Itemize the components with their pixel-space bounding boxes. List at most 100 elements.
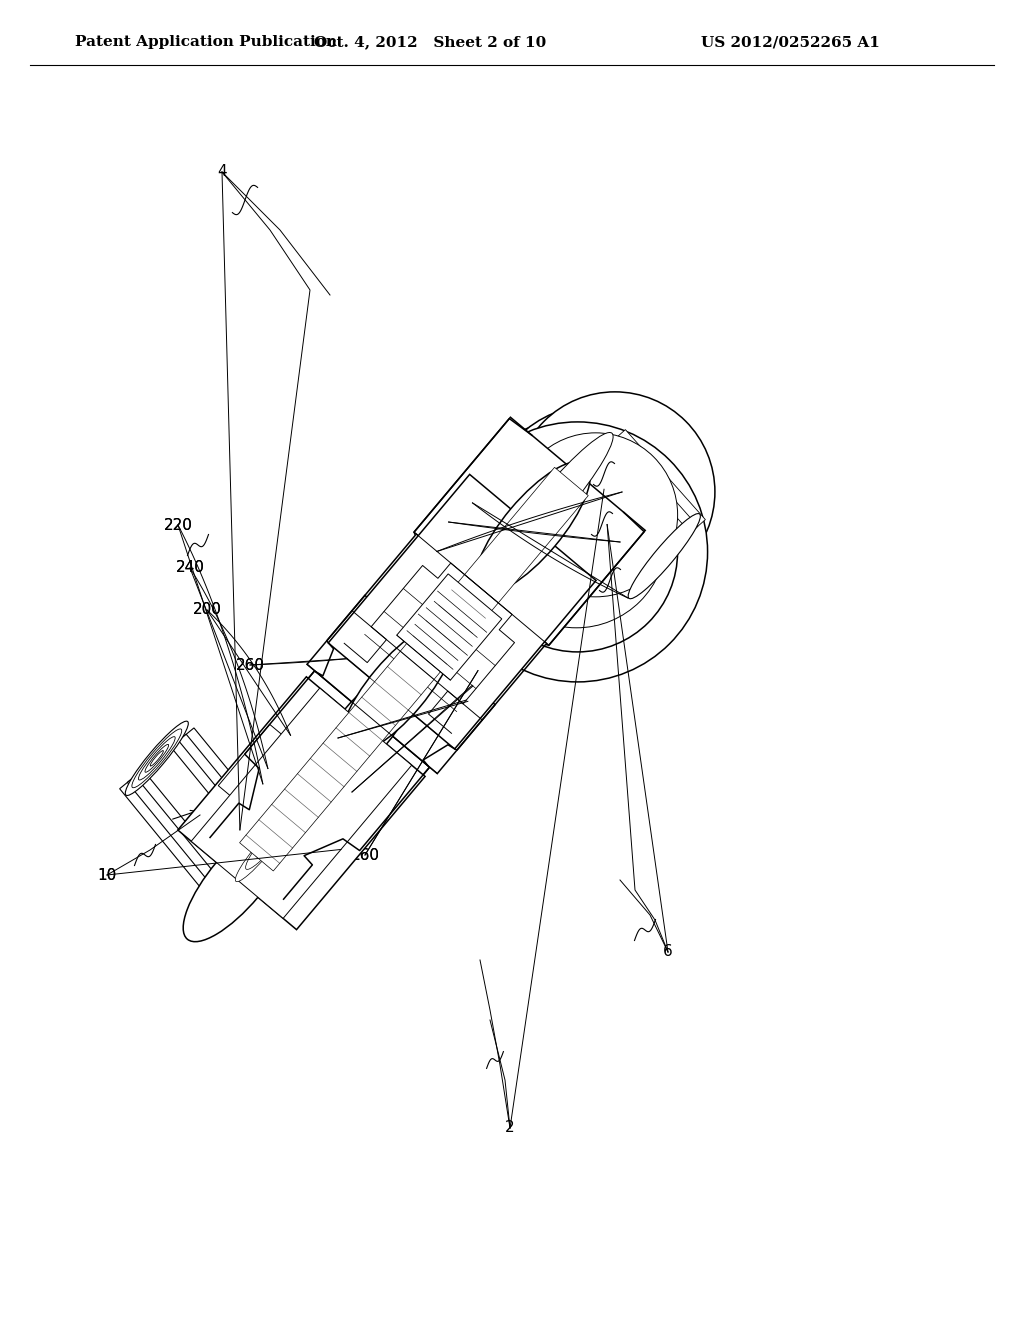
- Text: 400: 400: [613, 590, 642, 606]
- Polygon shape: [127, 734, 276, 892]
- Ellipse shape: [447, 422, 708, 682]
- Polygon shape: [573, 457, 676, 566]
- Text: 240: 240: [175, 561, 205, 576]
- Ellipse shape: [311, 665, 420, 788]
- Text: 100: 100: [324, 730, 352, 746]
- Ellipse shape: [477, 451, 678, 652]
- Polygon shape: [191, 688, 412, 919]
- Ellipse shape: [183, 818, 291, 941]
- Text: 400: 400: [613, 590, 642, 606]
- Polygon shape: [414, 417, 645, 645]
- Ellipse shape: [132, 729, 181, 788]
- Ellipse shape: [486, 447, 667, 628]
- Ellipse shape: [424, 520, 540, 657]
- Ellipse shape: [198, 810, 296, 927]
- Text: 404: 404: [605, 535, 635, 549]
- Ellipse shape: [340, 623, 456, 754]
- Text: 4: 4: [217, 165, 226, 180]
- Polygon shape: [551, 436, 698, 586]
- Text: 2: 2: [505, 1121, 515, 1135]
- Text: FIG. 2: FIG. 2: [593, 421, 647, 440]
- Text: 160: 160: [350, 847, 380, 862]
- Ellipse shape: [276, 768, 332, 833]
- Ellipse shape: [485, 405, 706, 624]
- Polygon shape: [143, 747, 261, 879]
- Polygon shape: [189, 671, 430, 916]
- Ellipse shape: [498, 433, 613, 569]
- Text: 160: 160: [350, 847, 380, 862]
- Polygon shape: [120, 727, 284, 899]
- Text: 260: 260: [236, 657, 264, 672]
- Ellipse shape: [462, 475, 578, 611]
- Ellipse shape: [433, 510, 549, 645]
- Ellipse shape: [411, 609, 465, 673]
- Ellipse shape: [328, 706, 383, 771]
- Ellipse shape: [431, 583, 485, 649]
- Text: 140: 140: [338, 784, 367, 800]
- Polygon shape: [558, 444, 690, 579]
- Polygon shape: [218, 725, 285, 799]
- Polygon shape: [240, 467, 588, 871]
- Polygon shape: [356, 537, 543, 717]
- Text: 6: 6: [664, 945, 673, 960]
- Text: 500: 500: [607, 484, 637, 499]
- Polygon shape: [178, 677, 425, 929]
- Ellipse shape: [389, 632, 444, 698]
- Polygon shape: [135, 741, 268, 886]
- Ellipse shape: [466, 471, 581, 607]
- Ellipse shape: [358, 669, 414, 735]
- Text: 260: 260: [236, 657, 264, 672]
- Text: 140: 140: [338, 784, 367, 800]
- Polygon shape: [543, 429, 706, 593]
- Ellipse shape: [151, 751, 164, 766]
- Ellipse shape: [515, 392, 715, 591]
- Ellipse shape: [348, 682, 403, 747]
- Text: Patent Application Publication: Patent Application Publication: [75, 36, 337, 49]
- Text: 220: 220: [164, 517, 193, 532]
- Ellipse shape: [246, 804, 301, 870]
- Text: 200: 200: [193, 602, 221, 618]
- Polygon shape: [329, 474, 596, 748]
- Ellipse shape: [506, 434, 611, 558]
- Text: 220: 220: [164, 517, 193, 532]
- Ellipse shape: [125, 721, 188, 796]
- Ellipse shape: [266, 780, 322, 845]
- Ellipse shape: [457, 418, 696, 657]
- Text: 240: 240: [175, 561, 205, 576]
- Ellipse shape: [421, 597, 475, 661]
- Ellipse shape: [236, 817, 291, 882]
- Ellipse shape: [338, 694, 393, 759]
- Ellipse shape: [379, 645, 434, 710]
- Ellipse shape: [369, 657, 424, 722]
- Ellipse shape: [287, 755, 342, 821]
- Text: US 2012/0252265 A1: US 2012/0252265 A1: [700, 36, 880, 49]
- Polygon shape: [205, 752, 356, 904]
- Ellipse shape: [481, 451, 597, 587]
- Text: 500: 500: [607, 484, 637, 499]
- Text: 100: 100: [324, 730, 352, 746]
- Text: 10: 10: [97, 867, 117, 883]
- Ellipse shape: [514, 433, 678, 597]
- Ellipse shape: [483, 454, 595, 586]
- Ellipse shape: [256, 792, 311, 857]
- Text: Oct. 4, 2012   Sheet 2 of 10: Oct. 4, 2012 Sheet 2 of 10: [314, 36, 546, 49]
- Text: 10: 10: [97, 867, 117, 883]
- Ellipse shape: [138, 737, 175, 780]
- Polygon shape: [396, 574, 502, 680]
- Ellipse shape: [503, 477, 652, 627]
- Ellipse shape: [475, 462, 590, 593]
- Text: 404: 404: [605, 535, 635, 549]
- Ellipse shape: [317, 718, 373, 784]
- Ellipse shape: [399, 620, 455, 685]
- Ellipse shape: [441, 572, 497, 636]
- Ellipse shape: [450, 490, 565, 626]
- Polygon shape: [307, 595, 496, 774]
- Ellipse shape: [452, 560, 507, 624]
- Ellipse shape: [307, 731, 362, 796]
- Polygon shape: [565, 450, 683, 573]
- Ellipse shape: [297, 743, 352, 808]
- Ellipse shape: [145, 744, 169, 772]
- Text: 200: 200: [193, 602, 221, 618]
- Ellipse shape: [441, 496, 560, 635]
- Ellipse shape: [628, 513, 700, 599]
